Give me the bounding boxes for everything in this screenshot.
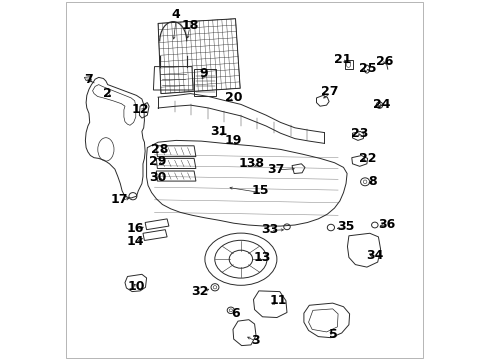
Text: 25: 25: [358, 62, 376, 75]
Text: 35: 35: [337, 220, 354, 233]
Text: 16: 16: [126, 222, 143, 235]
Text: 12: 12: [131, 103, 148, 116]
Text: 17: 17: [110, 193, 128, 206]
Text: 4: 4: [171, 8, 180, 21]
Text: 6: 6: [231, 307, 239, 320]
Text: 21: 21: [333, 53, 350, 66]
Text: 22: 22: [358, 152, 376, 165]
Polygon shape: [84, 77, 91, 81]
Text: 19: 19: [224, 134, 242, 147]
Text: 32: 32: [191, 285, 208, 298]
Text: 10: 10: [127, 280, 145, 293]
Text: 20: 20: [224, 91, 242, 104]
Text: 8: 8: [367, 175, 376, 188]
Text: 3: 3: [250, 334, 259, 347]
Text: 34: 34: [366, 249, 383, 262]
Text: 37: 37: [267, 163, 285, 176]
Text: 27: 27: [321, 85, 338, 98]
Text: 15: 15: [251, 184, 269, 197]
Text: 26: 26: [375, 55, 393, 68]
Text: 7: 7: [84, 73, 93, 86]
Text: 31: 31: [210, 125, 227, 138]
Text: 11: 11: [269, 294, 286, 307]
Text: 23: 23: [350, 127, 367, 140]
Text: 14: 14: [126, 235, 143, 248]
Text: 18: 18: [181, 19, 198, 32]
Text: 13: 13: [253, 251, 270, 264]
Text: 9: 9: [200, 67, 208, 80]
Text: 28: 28: [151, 143, 168, 156]
Text: 5: 5: [329, 328, 338, 341]
Text: 36: 36: [377, 219, 394, 231]
Text: 2: 2: [102, 87, 111, 100]
Text: 30: 30: [148, 171, 166, 184]
Text: 24: 24: [372, 98, 390, 111]
Text: 138: 138: [238, 157, 264, 170]
Text: 29: 29: [148, 156, 166, 168]
Text: 33: 33: [261, 223, 278, 236]
